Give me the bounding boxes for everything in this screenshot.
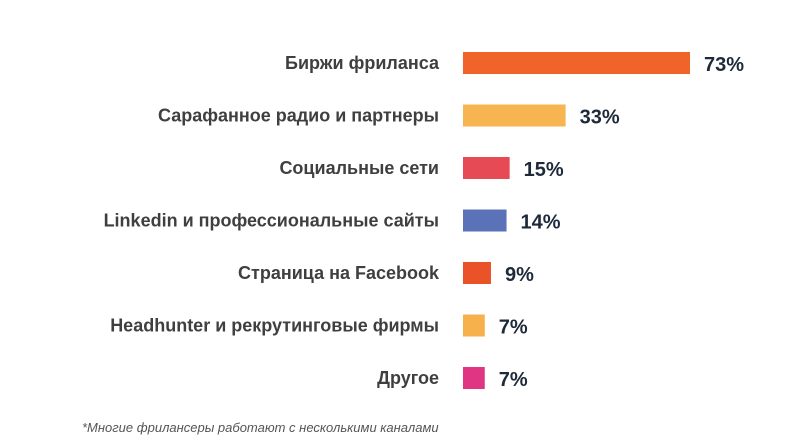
bar bbox=[463, 157, 510, 179]
bar bbox=[463, 52, 690, 74]
bar bbox=[463, 262, 491, 284]
value-label: 14% bbox=[521, 212, 561, 234]
category-label: Сарафанное радио и партнеры bbox=[158, 106, 439, 126]
footnote: *Многие фрилансеры работают с нескольким… bbox=[82, 420, 439, 435]
bar bbox=[463, 367, 485, 389]
bar bbox=[463, 314, 485, 337]
category-label: Страница на Facebook bbox=[238, 263, 440, 283]
category-label: Биржи фриланса bbox=[285, 53, 440, 73]
bar bbox=[463, 209, 507, 232]
category-label: Linkedin и профессиональные сайты bbox=[104, 211, 439, 231]
value-label: 15% bbox=[524, 159, 564, 181]
category-label: Другое bbox=[377, 368, 439, 388]
bar bbox=[463, 104, 566, 127]
value-label: 9% bbox=[505, 264, 534, 286]
category-label: Социальные сети bbox=[279, 158, 439, 178]
category-label: Headhunter и рекрутинговые фирмы bbox=[110, 316, 439, 336]
value-label: 73% bbox=[704, 54, 744, 76]
value-label: 7% bbox=[499, 369, 528, 391]
value-label: 7% bbox=[499, 317, 528, 339]
value-label: 33% bbox=[580, 107, 620, 129]
